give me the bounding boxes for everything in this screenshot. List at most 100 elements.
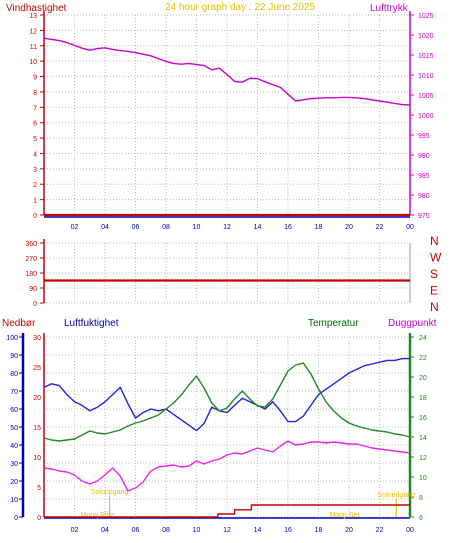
annotation-label: Moon Rise — [81, 512, 115, 519]
dir-tick-label: 90 — [29, 286, 37, 293]
pressure-tick-label: 1000 — [418, 113, 434, 120]
temp-tick-label: 16 — [419, 415, 427, 422]
compass-label: N — [430, 234, 439, 248]
dir-tick-label: 180 — [25, 271, 37, 278]
chart-title: 24 hour graph day : 22 June 2025 — [165, 2, 316, 13]
wind-tick-label: 5 — [33, 136, 37, 143]
humidity-tick-label: 80 — [10, 371, 18, 378]
bottom-x-tick-label: 22 — [376, 527, 384, 534]
wind-tick-label: 12 — [29, 28, 37, 35]
humidity-tick-label: 60 — [10, 407, 18, 414]
temp-tick-label: 12 — [419, 455, 427, 462]
bottom-x-tick-label: 12 — [223, 527, 231, 534]
temp-tick-label: 24 — [419, 335, 427, 342]
compass-label: S — [430, 267, 438, 281]
wind-tick-label: 6 — [33, 121, 37, 128]
dir-tick-label: 360 — [25, 241, 37, 248]
rain-tick-label: 5 — [37, 485, 41, 492]
pressure-tick-label: 975 — [418, 213, 430, 220]
rain-tick-label: 0 — [37, 515, 41, 522]
humidity-tick-label: 100 — [6, 335, 18, 342]
temperature-line — [43, 362, 411, 442]
dewpoint-line — [43, 440, 411, 492]
humidity-tick-label: 0 — [14, 515, 18, 522]
temp-tick-label: 20 — [419, 375, 427, 382]
pressure-tick-label: 985 — [418, 173, 430, 180]
rain-tick-label: 10 — [33, 455, 41, 462]
annotation-label: Solnedgang — [378, 492, 415, 499]
top-x-tick-label: 14 — [254, 224, 262, 231]
pressure-tick-label: 995 — [418, 133, 430, 140]
top-x-tick-label: 16 — [284, 224, 292, 231]
wind-tick-label: 9 — [33, 75, 37, 82]
compass-label: W — [430, 251, 442, 265]
rain-tick-label: 30 — [33, 335, 41, 342]
wind-tick-label: 1 — [33, 198, 37, 205]
top-x-tick-label: 12 — [223, 224, 231, 231]
pressure-axis-label: Lufttrykk — [370, 3, 409, 14]
bottom-x-tick-label: 02 — [71, 527, 79, 534]
rain-line — [44, 504, 410, 518]
humidity-tick-label: 30 — [10, 461, 18, 468]
humidity-label: Luftfuktighet — [64, 318, 119, 329]
top-x-tick-label: 18 — [315, 224, 323, 231]
top-x-tick-label: 06 — [132, 224, 140, 231]
pressure-tick-label: 990 — [418, 153, 430, 160]
pressure-tick-label: 1010 — [418, 73, 434, 80]
wind-tick-label: 10 — [29, 59, 37, 66]
temp-tick-label: 22 — [419, 355, 427, 362]
annotation-label: Soloppgang — [91, 489, 128, 496]
top-x-tick-label: 22 — [376, 224, 384, 231]
humidity-tick-label: 90 — [10, 353, 18, 360]
temp-tick-label: 18 — [419, 395, 427, 402]
wind-tick-label: 4 — [33, 151, 37, 158]
humidity-tick-label: 70 — [10, 389, 18, 396]
wind-tick-label: 3 — [33, 167, 37, 174]
dir-tick-label: 0 — [33, 301, 37, 308]
pressure-tick-label: 1020 — [418, 33, 434, 40]
compass-label: N — [430, 300, 439, 314]
top-x-tick-label: 08 — [162, 224, 170, 231]
dewpoint-label: Duggpunkt — [388, 318, 437, 329]
pressure-tick-label: 1015 — [418, 53, 434, 60]
annotation-label: Moon Set — [329, 512, 359, 519]
wind-axis-label: Vindhastighet — [6, 3, 67, 14]
rain-tick-label: 15 — [33, 425, 41, 432]
temp-tick-label: 6 — [419, 515, 423, 522]
pressure-tick-label: 980 — [418, 193, 430, 200]
bottom-x-tick-label: 08 — [162, 527, 170, 534]
rain-label: Nedbør — [2, 318, 36, 329]
top-x-tick-label: 20 — [345, 224, 353, 231]
wind-tick-label: 2 — [33, 182, 37, 189]
bottom-x-tick-label: 00 — [406, 527, 414, 534]
bottom-x-tick-label: 04 — [101, 527, 109, 534]
temp-tick-label: 10 — [419, 475, 427, 482]
compass-label: E — [430, 284, 438, 298]
temp-tick-label: 8 — [419, 495, 423, 502]
bottom-x-tick-label: 16 — [284, 527, 292, 534]
bottom-x-tick-label: 14 — [254, 527, 262, 534]
dir-tick-label: 270 — [25, 256, 37, 263]
top-x-tick-label: 02 — [71, 224, 79, 231]
humidity-tick-label: 10 — [10, 497, 18, 504]
humidity-line — [43, 357, 410, 432]
bottom-x-tick-label: 10 — [193, 527, 201, 534]
pressure-tick-label: 1005 — [418, 93, 434, 100]
top-x-tick-label: 04 — [101, 224, 109, 231]
humidity-tick-label: 20 — [10, 479, 18, 486]
top-x-tick-label: 00 — [406, 224, 414, 231]
pressure-line — [43, 37, 411, 106]
wind-tick-label: 11 — [30, 44, 37, 51]
top-x-tick-label: 10 — [193, 224, 201, 231]
wind-tick-label: 7 — [33, 105, 37, 112]
wind-tick-label: 13 — [29, 13, 37, 20]
bottom-x-tick-label: 18 — [315, 527, 323, 534]
humidity-tick-label: 50 — [10, 425, 18, 432]
humidity-tick-label: 40 — [10, 443, 18, 450]
rain-tick-label: 25 — [33, 365, 41, 372]
bottom-x-tick-label: 20 — [345, 527, 353, 534]
bottom-x-tick-label: 06 — [132, 527, 140, 534]
temp-tick-label: 14 — [419, 435, 427, 442]
